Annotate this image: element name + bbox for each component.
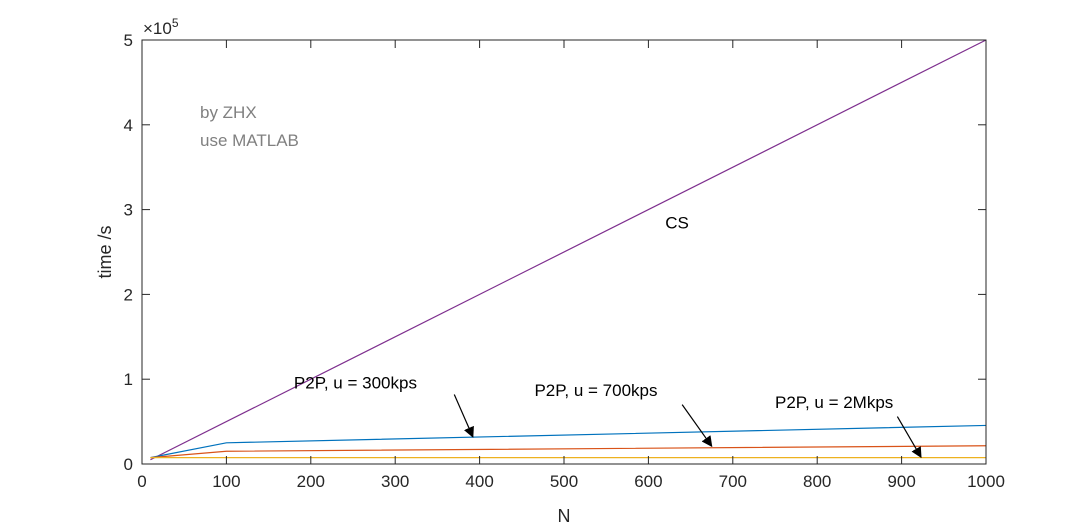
annotation-label: CS [665, 213, 689, 232]
y-axis-label: time /s [95, 225, 115, 278]
watermark-note-2: use MATLAB [200, 131, 299, 150]
annotation-label: P2P, u = 700kps [534, 381, 657, 400]
x-tick-label: 800 [803, 472, 831, 491]
x-tick-label: 400 [465, 472, 493, 491]
y-tick-label: 4 [124, 116, 133, 135]
y-tick-label: 3 [124, 201, 133, 220]
annotation-label: P2P, u = 2Mkps [775, 393, 893, 412]
watermark-note-1: by ZHX [200, 103, 257, 122]
y-tick-label: 1 [124, 370, 133, 389]
x-tick-label: 0 [137, 472, 146, 491]
tick-layer: 0 100 200 300 400 500 600 700 800 900 1000 0 1 2 3 4 5 [124, 31, 1005, 491]
series-line-cs [150, 39, 987, 461]
y-tick-label: 5 [124, 31, 133, 50]
y-tick-label: 0 [124, 455, 133, 474]
y-exponent-label: ×105 [143, 16, 179, 38]
series-line-p2p-u-300kps [150, 424, 987, 459]
x-tick-label: 1000 [967, 472, 1005, 491]
x-tick-label: 300 [381, 472, 409, 491]
annotation-layer: CS P2P, u = 300kps P2P, u = 700kps P2P, u =… [294, 213, 922, 459]
annotation-label: P2P, u = 300kps [294, 374, 417, 393]
y-tick-label: 2 [124, 285, 133, 304]
x-tick-label: 500 [550, 472, 578, 491]
x-tick-label: 100 [212, 472, 240, 491]
x-tick-label: 200 [297, 472, 325, 491]
annotation-arrow [453, 394, 474, 438]
x-tick-label: 700 [719, 472, 747, 491]
x-axis-label: N [558, 506, 571, 526]
x-tick-label: 900 [887, 472, 915, 491]
annotation-arrow [681, 404, 713, 448]
y-exponent-power: 5 [172, 16, 179, 30]
annotation-arrow [896, 416, 922, 459]
x-tick-label: 600 [634, 472, 662, 491]
series-line-p2p-u-700kps [150, 445, 987, 459]
